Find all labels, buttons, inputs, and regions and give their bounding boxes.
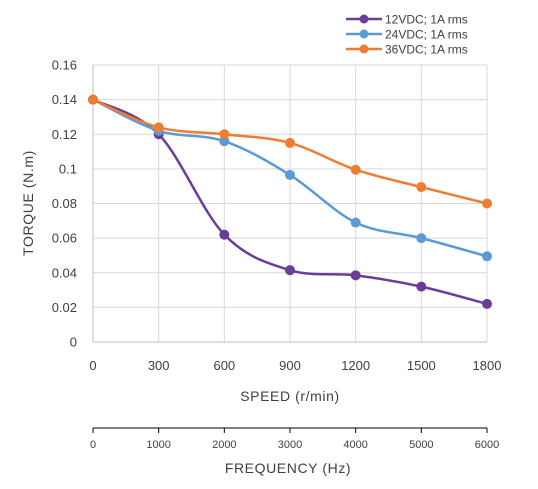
y-tick-label: 0.04 <box>52 265 77 280</box>
data-point <box>219 129 230 140</box>
x-tick-label: 900 <box>279 358 301 373</box>
legend-item: 24VDC; 1A rms <box>346 28 468 42</box>
x-axis-title: SPEED (r/min) <box>240 388 340 404</box>
x-axis-ticks: 0 300 600 900 1200 1500 1800 <box>89 358 501 373</box>
data-point <box>219 136 230 147</box>
data-point <box>350 164 361 175</box>
legend-label: 12VDC; 1A rms <box>385 13 468 27</box>
legend-marker <box>359 44 369 54</box>
legend-label: 36VDC; 1A rms <box>385 43 468 57</box>
frequency-tick-label: 4000 <box>343 439 367 451</box>
legend-item: 36VDC; 1A rms <box>346 43 468 57</box>
frequency-tick-label: 6000 <box>475 439 499 451</box>
frequency-tick-label: 1000 <box>146 439 170 451</box>
series-3 <box>88 94 492 209</box>
y-tick-label: 0.02 <box>52 300 77 315</box>
x-tick-label: 300 <box>148 358 170 373</box>
data-point <box>482 251 492 262</box>
frequency-tick-label: 0 <box>90 439 96 451</box>
y-tick-label: 0.12 <box>52 127 77 142</box>
legend-marker <box>359 14 369 24</box>
y-tick-label: 0.1 <box>59 161 77 176</box>
y-axis-ticks: 0 0.02 0.04 0.06 0.08 0.1 0.12 0.14 0.16 <box>52 58 77 350</box>
legend-label: 24VDC; 1A rms <box>385 28 468 42</box>
x-tick-label: 0 <box>89 358 96 373</box>
y-tick-label: 0 <box>70 335 77 350</box>
x-tick-label: 600 <box>213 358 235 373</box>
data-point <box>285 265 295 276</box>
legend-marker <box>359 29 369 39</box>
data-point <box>88 94 98 105</box>
y-tick-label: 0.14 <box>52 92 77 107</box>
data-point <box>416 233 427 244</box>
data-point <box>285 137 295 148</box>
series-lines <box>88 94 492 309</box>
frequency-tick-label: 5000 <box>409 439 433 451</box>
y-axis-title: TORQUE (N.m) <box>20 150 36 256</box>
legend-item: 12VDC; 1A rms <box>346 13 468 27</box>
data-point <box>219 229 230 240</box>
data-point <box>285 169 295 180</box>
frequency-axis: 0 1000 2000 3000 4000 5000 6000 <box>90 427 499 451</box>
frequency-tick-label: 2000 <box>212 439 236 451</box>
data-point <box>350 217 361 228</box>
grid <box>92 64 488 343</box>
data-point <box>350 270 361 281</box>
x-tick-label: 1500 <box>407 358 436 373</box>
x-tick-label: 1200 <box>341 358 370 373</box>
frequency-tick-label: 3000 <box>278 439 302 451</box>
y-tick-label: 0.16 <box>52 58 77 73</box>
data-point <box>482 198 492 209</box>
data-point <box>153 122 164 133</box>
data-point <box>416 281 427 292</box>
y-tick-label: 0.08 <box>52 196 77 211</box>
y-tick-label: 0.06 <box>52 231 77 246</box>
data-point <box>416 182 427 193</box>
x-tick-label: 1800 <box>473 358 502 373</box>
frequency-axis-title: FREQUENCY (Hz) <box>225 460 351 476</box>
data-point <box>482 298 492 309</box>
